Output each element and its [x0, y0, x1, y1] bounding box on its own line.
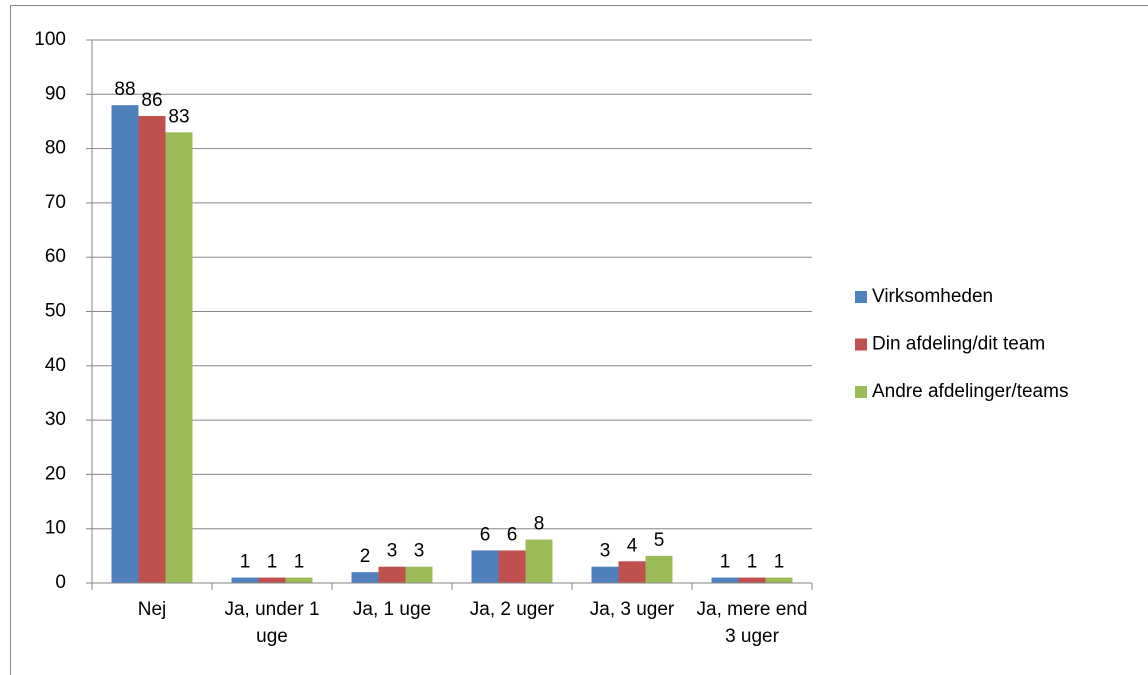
bar — [231, 577, 259, 583]
y-tick-label: 10 — [45, 518, 66, 539]
bar — [405, 566, 433, 583]
y-tick-label: 0 — [55, 572, 66, 593]
value-label: 1 — [747, 552, 758, 573]
value-label: 6 — [507, 524, 518, 545]
value-label: 1 — [240, 552, 251, 573]
value-label: 3 — [414, 541, 425, 562]
bar — [591, 566, 619, 583]
y-tick-label: 60 — [45, 246, 66, 267]
legend-swatch — [855, 291, 867, 303]
y-tick-label: 90 — [45, 83, 66, 104]
x-tick-label: Nej — [138, 599, 167, 620]
value-label: 4 — [627, 535, 638, 556]
value-label: 1 — [267, 552, 278, 573]
bar — [111, 105, 139, 583]
x-tick-label: Ja, 2 uger — [470, 599, 555, 620]
legend-swatch — [855, 386, 867, 398]
value-label: 2 — [360, 546, 371, 567]
bar — [525, 539, 553, 583]
x-tick-label: Ja, under 1 uge — [224, 599, 319, 647]
bar — [738, 577, 766, 583]
value-label: 1 — [720, 552, 731, 573]
legend-label: Din afdeling/dit team — [872, 334, 1045, 355]
value-label: 3 — [387, 541, 398, 562]
value-label: 8 — [534, 514, 545, 535]
x-tick-label: Ja, 3 uger — [590, 599, 675, 620]
x-tick-label-line: Ja, under 1 — [224, 599, 319, 620]
x-tick-label: Ja, mere end 3 uger — [697, 599, 808, 647]
value-label: 5 — [654, 530, 665, 551]
bar — [285, 577, 313, 583]
value-label: 6 — [480, 524, 491, 545]
value-label: 1 — [774, 552, 785, 573]
chart-border — [10, 5, 1148, 675]
y-tick-label: 80 — [45, 138, 66, 159]
bar — [378, 566, 406, 583]
y-tick-label: 50 — [45, 301, 66, 322]
x-tick-label-line: Ja, mere end — [697, 599, 808, 620]
bar — [165, 132, 193, 583]
value-label: 83 — [168, 106, 189, 127]
legend-swatch — [855, 338, 867, 351]
bar — [498, 550, 526, 583]
x-tick-label: Ja, 1 uge — [353, 599, 431, 620]
y-tick-label: 100 — [34, 29, 66, 50]
value-label: 1 — [294, 552, 305, 573]
bar — [765, 577, 793, 583]
y-tick-label: 20 — [45, 463, 66, 484]
y-tick-label: 40 — [45, 355, 66, 376]
legend-label: Andre afdelinger/teams — [872, 381, 1068, 402]
bar — [618, 561, 646, 583]
bar — [258, 577, 286, 583]
value-label: 3 — [600, 541, 611, 562]
bar — [138, 116, 166, 584]
bar — [471, 550, 499, 583]
bar — [645, 555, 673, 583]
bar — [351, 572, 379, 583]
y-tick-label: 70 — [45, 192, 66, 213]
y-tick-label: 30 — [45, 409, 66, 430]
x-tick-label-line: uge — [256, 626, 288, 647]
x-tick-label-line: 3 uger — [725, 626, 780, 647]
legend-label: Virksomheden — [872, 286, 993, 307]
value-label: 88 — [114, 79, 135, 100]
bar — [711, 577, 739, 583]
value-label: 86 — [141, 90, 162, 111]
